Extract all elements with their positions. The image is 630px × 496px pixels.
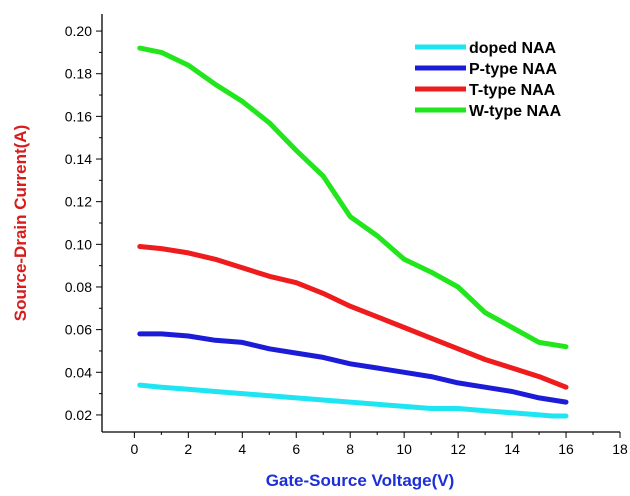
y-tick-label: 0.12 [65, 194, 92, 210]
series-line-w-type-naa [137, 45, 569, 350]
x-axis-title: Gate-Source Voltage(V) [266, 471, 455, 490]
y-tick-label: 0.20 [65, 23, 92, 39]
series-line-t-type-naa [137, 244, 569, 390]
legend-label: P-type NAA [469, 61, 557, 78]
y-tick-label: 0.08 [65, 279, 92, 295]
y-axis-title: Source-Drain Current(A) [11, 125, 30, 321]
y-tick-label: 0.16 [65, 108, 92, 124]
legend-label: W-type NAA [469, 103, 562, 120]
legend-label: T-type NAA [469, 82, 556, 99]
y-tick-label: 0.04 [65, 364, 92, 380]
y-tick-label: 0.18 [65, 66, 92, 82]
x-tick-label: 18 [612, 441, 628, 457]
x-axis-ticks: 0 2 4 6 8 10 12 14 16 18 [130, 432, 628, 457]
series-line-p-type-naa [137, 331, 569, 405]
x-tick-label: 14 [504, 441, 520, 457]
x-tick-label: 12 [450, 441, 466, 457]
series-layer [137, 45, 569, 419]
x-tick-label: 8 [346, 441, 354, 457]
x-tick-label: 2 [184, 441, 192, 457]
y-axis-ticks: 0.02 0.04 0.06 0.08 0.10 0.12 0.14 0.16 0.18 0.20 [65, 23, 102, 423]
y-tick-label: 0.14 [65, 151, 92, 167]
y-tick-label: 0.02 [65, 407, 92, 423]
y-tick-label: 0.10 [65, 236, 92, 252]
y-tick-label: 0.06 [65, 322, 92, 338]
legend-label: doped NAA [469, 40, 557, 57]
legend: doped NAA P-type NAA T-type NAA W-type NAA [415, 40, 562, 120]
x-tick-label: 6 [292, 441, 300, 457]
x-tick-label: 16 [558, 441, 574, 457]
x-tick-label: 0 [130, 441, 138, 457]
series-line-doped-naa [137, 382, 569, 419]
x-tick-label: 10 [396, 441, 412, 457]
x-tick-label: 4 [238, 441, 246, 457]
